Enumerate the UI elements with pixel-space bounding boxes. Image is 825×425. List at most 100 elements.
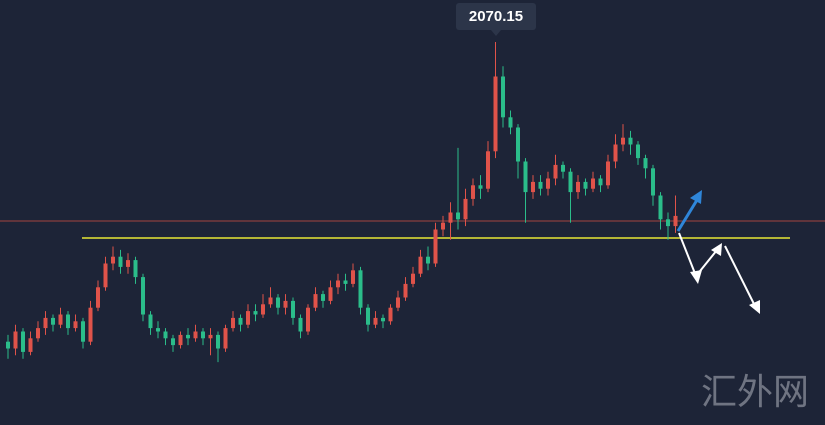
candle-body <box>81 321 85 342</box>
white-arrowhead <box>690 270 702 284</box>
price-tag-label: 2070.15 <box>469 8 523 25</box>
candle-body <box>568 171 573 193</box>
candle-body <box>576 181 580 193</box>
candle-body <box>261 304 265 315</box>
candle-body <box>456 212 460 220</box>
candle-body <box>583 181 588 189</box>
candle-body <box>351 270 355 284</box>
candle-body <box>28 338 33 352</box>
candle-body <box>156 328 160 332</box>
candle-body <box>553 164 558 179</box>
blue-arrow <box>676 199 699 232</box>
candle-body <box>208 334 213 339</box>
candle-body <box>666 219 670 227</box>
candle-body <box>561 164 565 172</box>
candle-body <box>133 260 138 278</box>
candle-body <box>426 256 430 264</box>
candle-body <box>388 307 393 322</box>
candle-body <box>403 283 408 298</box>
candle-body <box>148 314 153 329</box>
candle-body <box>643 158 648 169</box>
candle-body <box>508 117 513 128</box>
candle-body <box>96 287 100 308</box>
candle-body <box>636 144 640 159</box>
candle-body <box>186 334 190 339</box>
white-arrowhead <box>711 243 722 256</box>
candle-body <box>6 341 10 349</box>
candle-body <box>516 127 520 162</box>
candle-body <box>501 76 505 118</box>
candle-body <box>628 137 633 145</box>
candle-body <box>58 314 63 325</box>
candle-body <box>493 76 498 152</box>
candle-body <box>448 212 453 223</box>
candle-body <box>523 161 528 193</box>
price-tag: 2070.15 <box>456 3 536 36</box>
candle-body <box>43 317 48 329</box>
candle-body <box>13 331 18 349</box>
candle-body <box>268 297 273 305</box>
candle-body <box>216 334 220 349</box>
candle-body <box>111 256 115 264</box>
candle-body <box>88 307 93 342</box>
candle-body <box>441 222 445 230</box>
candle-body <box>283 300 288 308</box>
candle-body <box>253 311 258 315</box>
candle-body <box>336 280 340 288</box>
candle-body <box>193 331 198 339</box>
candle-body <box>651 168 655 196</box>
candle-body <box>673 215 678 227</box>
candle-body <box>313 294 318 308</box>
candle-body <box>531 181 535 193</box>
candle-body <box>51 317 55 325</box>
candle-body <box>381 317 385 322</box>
level-lines <box>0 220 825 239</box>
candle-body <box>658 195 663 220</box>
watermark: 汇外网 <box>701 372 809 413</box>
candle-body <box>358 270 363 308</box>
candle-body <box>163 331 168 339</box>
candle-body <box>463 198 468 220</box>
candle-body <box>66 314 70 329</box>
candle-body <box>246 311 250 325</box>
annotation-arrows <box>676 190 760 314</box>
candles <box>6 41 678 363</box>
candle-body <box>118 256 123 267</box>
candle-body <box>223 328 228 349</box>
candle-body <box>306 307 310 332</box>
white-arrow <box>724 245 756 307</box>
candle-body <box>418 256 423 274</box>
candle-body <box>321 294 325 301</box>
candle-body <box>591 178 595 189</box>
candle-body <box>291 300 295 318</box>
candle-body <box>298 317 303 332</box>
candle-body <box>328 287 333 301</box>
candle-body <box>201 331 205 339</box>
candle-body <box>126 260 130 267</box>
price-tag-box <box>456 3 536 30</box>
candle-body <box>471 185 475 199</box>
candle-body <box>478 185 483 189</box>
price-tag-pointer <box>491 30 501 36</box>
candle-body <box>538 181 543 189</box>
candle-body <box>373 317 378 325</box>
candle-body <box>606 161 610 186</box>
white-arrowhead <box>749 300 760 314</box>
candle-body <box>486 151 490 189</box>
candle-body <box>238 317 243 325</box>
candle-body <box>21 331 25 352</box>
candle-body <box>171 338 175 346</box>
candle-body <box>366 307 370 325</box>
candle-body <box>433 229 438 264</box>
candle-body <box>178 334 183 346</box>
candle-body <box>36 328 40 339</box>
blue-arrowhead <box>690 190 702 204</box>
candle-body <box>103 263 108 288</box>
candle-body <box>141 277 145 315</box>
candle-body <box>343 280 348 284</box>
candle-body <box>598 178 603 186</box>
candle-body <box>73 321 78 329</box>
candle-body <box>276 297 280 308</box>
white-arrow <box>678 232 718 278</box>
